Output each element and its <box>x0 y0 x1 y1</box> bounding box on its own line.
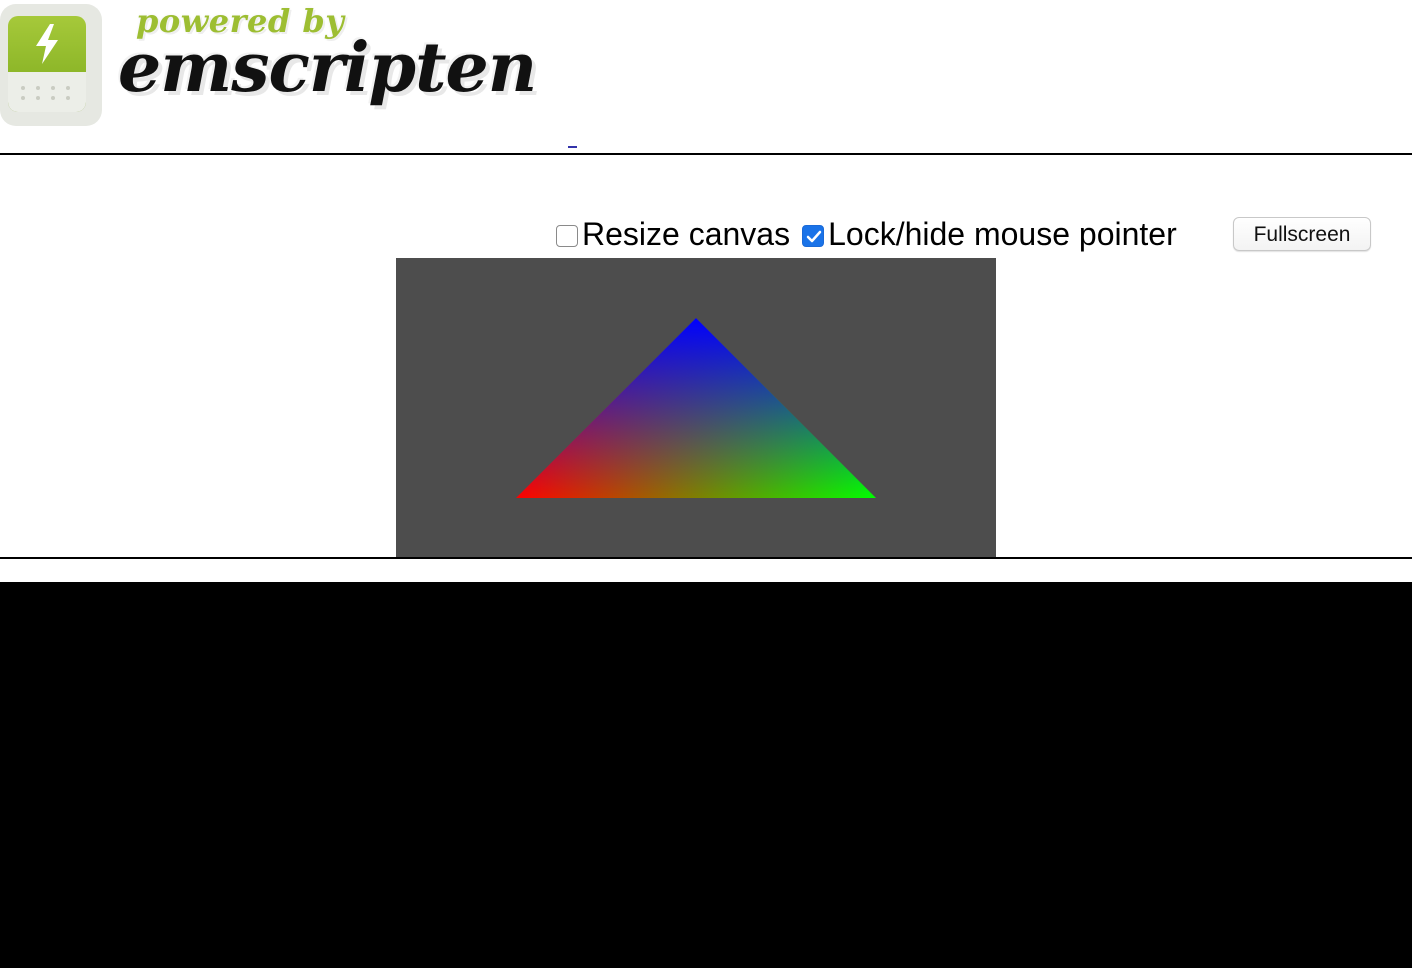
controls-row: Resize canvas Lock/hide mouse pointer <box>556 214 1189 254</box>
resize-canvas-label: Resize canvas <box>582 215 791 252</box>
bottom-divider <box>0 557 1412 559</box>
lightning-bolt-icon <box>36 24 58 64</box>
lock-pointer-label: Lock/hide mouse pointer <box>828 215 1177 252</box>
emscripten-logo[interactable]: powered by emscripten <box>0 0 537 130</box>
top-divider <box>0 153 1412 155</box>
spinner-link[interactable] <box>568 146 577 148</box>
output-console[interactable] <box>0 582 1412 968</box>
logo-powered-by-text: powered by <box>136 2 345 40</box>
checkmark-icon <box>806 230 822 243</box>
resize-canvas-checkbox[interactable] <box>556 225 578 247</box>
keyboard-dots-icon <box>21 86 70 100</box>
fullscreen-button[interactable]: Fullscreen <box>1233 217 1371 251</box>
lock-pointer-checkbox[interactable] <box>802 225 825 247</box>
rgb-triangle <box>516 318 876 498</box>
emscripten-logo-icon <box>0 4 102 126</box>
webgl-canvas[interactable] <box>396 258 996 558</box>
logo-emscripten-text: emscripten <box>118 28 537 108</box>
